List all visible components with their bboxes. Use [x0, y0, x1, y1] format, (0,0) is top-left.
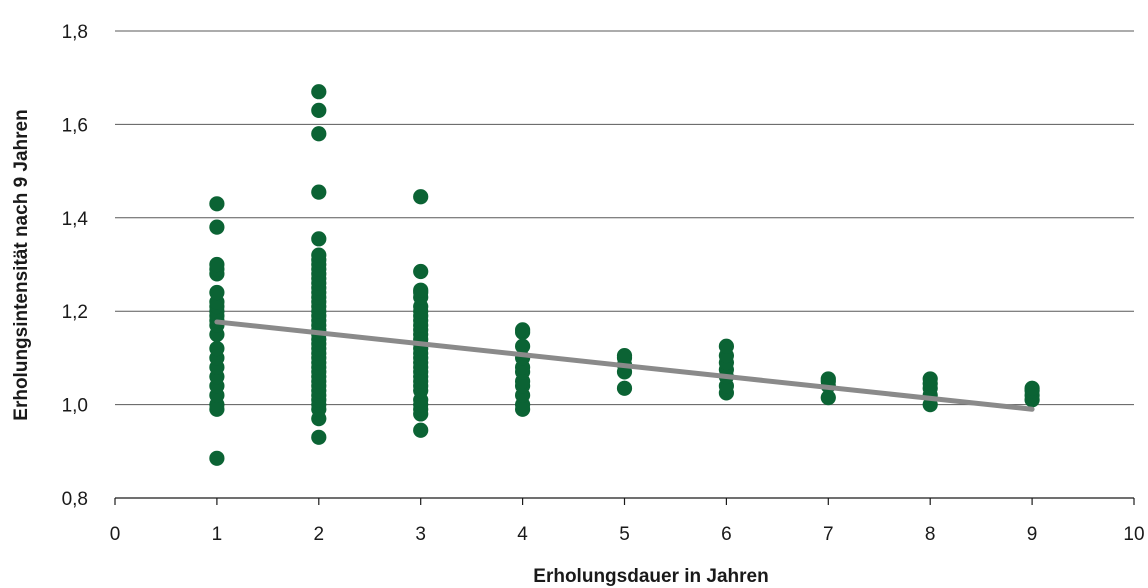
data-point — [718, 338, 735, 354]
x-tick-labels: 0 1 2 3 4 5 6 7 8 9 10 — [110, 524, 1145, 545]
y-tick-label: 1,2 — [62, 302, 88, 323]
y-tick-label: 1,6 — [62, 115, 88, 136]
x-tick-label: 8 — [925, 524, 936, 545]
x-tick-label: 7 — [823, 524, 834, 545]
y-axis-title: Erholungsintensität nach 9 Jahren — [11, 109, 32, 420]
y-tick-label: 1,4 — [62, 209, 89, 230]
y-tick-label: 1,0 — [62, 396, 88, 417]
y-tick-label: 1,8 — [62, 22, 88, 43]
data-point — [311, 429, 327, 445]
data-point — [209, 256, 225, 273]
data-point — [413, 282, 429, 298]
x-tick-label: 9 — [1027, 524, 1038, 545]
data-point — [311, 247, 327, 263]
axes — [114, 497, 1135, 505]
x-tick-label: 2 — [314, 524, 325, 545]
y-tick-labels: 0,8 1,0 1,2 1,4 1,6 1,8 — [62, 22, 89, 510]
data-point — [311, 126, 327, 142]
x-tick-label: 10 — [1123, 524, 1144, 545]
data-point — [311, 102, 327, 118]
data-point — [820, 371, 836, 387]
data-point — [209, 219, 225, 235]
data-point — [922, 371, 938, 387]
data-point — [413, 263, 429, 280]
data-point — [209, 284, 225, 301]
data-point — [209, 340, 225, 357]
x-tick-label: 3 — [415, 524, 426, 545]
data-point — [820, 389, 836, 406]
data-point — [311, 231, 327, 247]
data-point — [209, 196, 225, 212]
data-point — [209, 450, 225, 466]
data-point — [1024, 380, 1040, 396]
trendline-group — [214, 319, 1035, 412]
y-tick-label: 0,8 — [62, 489, 88, 510]
data-point — [413, 189, 429, 205]
x-axis-title: Erholungsdauer in Jahren — [533, 566, 768, 587]
x-tick-label: 4 — [517, 524, 528, 545]
data-point — [515, 338, 531, 354]
data-point — [616, 380, 633, 396]
x-tick-label: 5 — [619, 524, 630, 545]
data-point — [311, 184, 327, 200]
data-point — [311, 84, 327, 100]
gridlines — [115, 30, 1134, 406]
data-point — [515, 322, 531, 338]
data-point — [413, 422, 429, 438]
x-tick-label: 0 — [110, 524, 121, 545]
x-tick-label: 6 — [721, 524, 732, 545]
trendline — [214, 319, 1035, 412]
x-tick-label: 1 — [212, 524, 223, 545]
data-point — [616, 347, 633, 364]
scatter-points — [209, 84, 1040, 466]
